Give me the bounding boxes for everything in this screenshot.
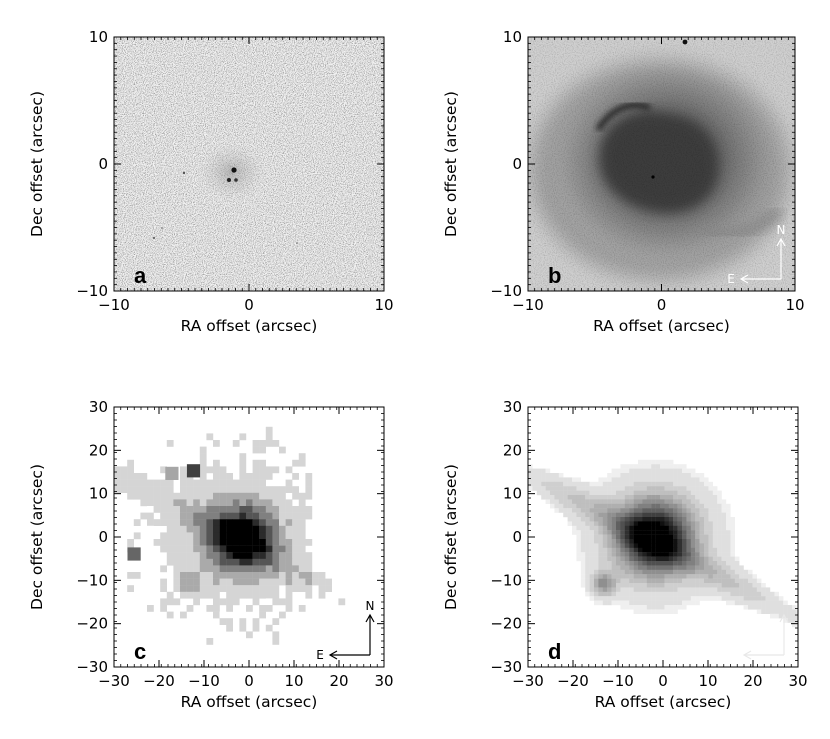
- panel-a-y-axis-title: Dec offset (arcsec): [28, 91, 46, 237]
- panel-c: [113, 406, 385, 668]
- panel-d-y-tick-label: 10: [503, 485, 522, 503]
- panel-d: [527, 406, 799, 668]
- panel-b-y-tick-label: 10: [503, 28, 522, 46]
- panel-c-x-axis-title: RA offset (arcsec): [181, 693, 318, 711]
- panel-b-x-tick-label: 0: [657, 296, 667, 314]
- panel-d-x-tick-label: 20: [743, 672, 762, 690]
- panel-c-x-tick-label: 30: [374, 672, 393, 690]
- panel-d-x-tick-label: −20: [557, 672, 589, 690]
- panel-c-x-tick-label: −30: [98, 672, 130, 690]
- panel-d-y-tick-label: 20: [503, 441, 522, 459]
- east-arrow-icon: [328, 650, 338, 660]
- panel-a-compass-east-label: E: [316, 272, 324, 286]
- panel-a-x-axis-title: RA offset (arcsec): [181, 317, 318, 335]
- panel-c-y-tick-label: 30: [89, 398, 108, 416]
- panel-a-y-tick-label: 10: [89, 28, 108, 46]
- panel-c-axes: −30 −20 −10 0 10 20 30 30 20 10 0 −10 −20 −30 RA offse…: [28, 398, 394, 711]
- panel-a-compass-north-label: N: [366, 223, 375, 237]
- east-arrow-icon: [328, 274, 338, 284]
- east-arrow-icon: [739, 274, 749, 284]
- panel-c-x-tick-label: 0: [244, 672, 254, 690]
- north-arrow-icon: [365, 613, 375, 623]
- panel-d-x-tick-label: 0: [658, 672, 668, 690]
- panel-b-compass: NE: [727, 223, 786, 286]
- panel-b-axes: −10 0 10 10 0 −10 RA offset (arcsec) Dec offset…: [442, 28, 805, 335]
- panel-b-x-tick-label: 10: [785, 296, 804, 314]
- panel-c-y-tick-label: −20: [76, 615, 108, 633]
- panel-c-y-tick-label: −10: [76, 571, 108, 589]
- panel-c-compass-north-label: N: [366, 599, 375, 613]
- east-arrow-icon: [742, 650, 752, 660]
- panel-b-y-tick-label: −10: [490, 282, 522, 300]
- panel-a: [113, 36, 385, 292]
- panel-b: [527, 36, 796, 292]
- panel-d-y-tick-label: −10: [490, 571, 522, 589]
- panel-d-y-axis-title: Dec offset (arcsec): [442, 464, 460, 610]
- panel-d-letter: d: [548, 639, 561, 664]
- panel-d-y-tick-label: −20: [490, 615, 522, 633]
- panel-d-y-tick-label: −30: [490, 658, 522, 676]
- panel-c-y-axis-title: Dec offset (arcsec): [28, 464, 46, 610]
- panel-b-x-axis-title: RA offset (arcsec): [593, 317, 730, 335]
- panel-a-y-tick-label: −10: [76, 282, 108, 300]
- panel-c-x-tick-label: −20: [143, 672, 175, 690]
- panel-c-y-tick-label: 10: [89, 485, 108, 503]
- panel-b-compass-east-label: E: [727, 272, 735, 286]
- panel-a-compass: NE: [316, 223, 375, 286]
- panel-d-x-axis-title: RA offset (arcsec): [595, 693, 732, 711]
- panel-a-image: [114, 37, 384, 291]
- panel-c-y-tick-label: 0: [98, 528, 108, 546]
- north-arrow-icon: [779, 613, 789, 623]
- panel-c-image: [114, 407, 384, 667]
- panel-a-letter: a: [134, 263, 147, 288]
- panel-b-x-tick-label: −10: [512, 296, 544, 314]
- panel-d-x-tick-label: −10: [602, 672, 634, 690]
- panel-b-letter: b: [548, 263, 561, 288]
- panel-c-letter: c: [134, 639, 146, 664]
- panel-a-y-tick-label: 0: [98, 155, 108, 173]
- panel-d-x-tick-label: −30: [512, 672, 544, 690]
- panel-d-axes: −30 −20 −10 0 10 20 30 30 20 10 0 −10 −20 −30 RA offse…: [442, 398, 808, 711]
- panel-c-y-tick-label: 20: [89, 441, 108, 459]
- north-arrow-icon: [776, 237, 786, 247]
- panel-c-compass-east-label: E: [316, 648, 324, 662]
- panel-c-x-tick-label: 20: [329, 672, 348, 690]
- panel-b-y-tick-label: 0: [512, 155, 522, 173]
- panel-c-compass: NE: [316, 599, 375, 662]
- panel-a-axes: −10 0 10 10 0 −10 RA offset (arcsec) Dec offset…: [28, 28, 394, 335]
- north-arrow-icon: [365, 237, 375, 247]
- panel-d-x-tick-label: 10: [698, 672, 717, 690]
- panel-b-y-axis-title: Dec offset (arcsec): [442, 91, 460, 237]
- panel-b-image: [528, 37, 795, 291]
- panel-b-compass-north-label: N: [777, 223, 786, 237]
- panel-c-x-tick-label: −10: [188, 672, 220, 690]
- panel-d-y-tick-label: 0: [512, 528, 522, 546]
- panel-d-compass: [742, 613, 789, 660]
- panel-c-y-tick-label: −30: [76, 658, 108, 676]
- panel-a-x-tick-label: 10: [374, 296, 393, 314]
- panel-d-image: [528, 407, 798, 667]
- panel-a-x-tick-label: −10: [98, 296, 130, 314]
- panel-d-y-tick-label: 30: [503, 398, 522, 416]
- panel-a-x-tick-label: 0: [244, 296, 254, 314]
- panel-c-x-tick-label: 10: [284, 672, 303, 690]
- panel-d-x-tick-label: 30: [788, 672, 807, 690]
